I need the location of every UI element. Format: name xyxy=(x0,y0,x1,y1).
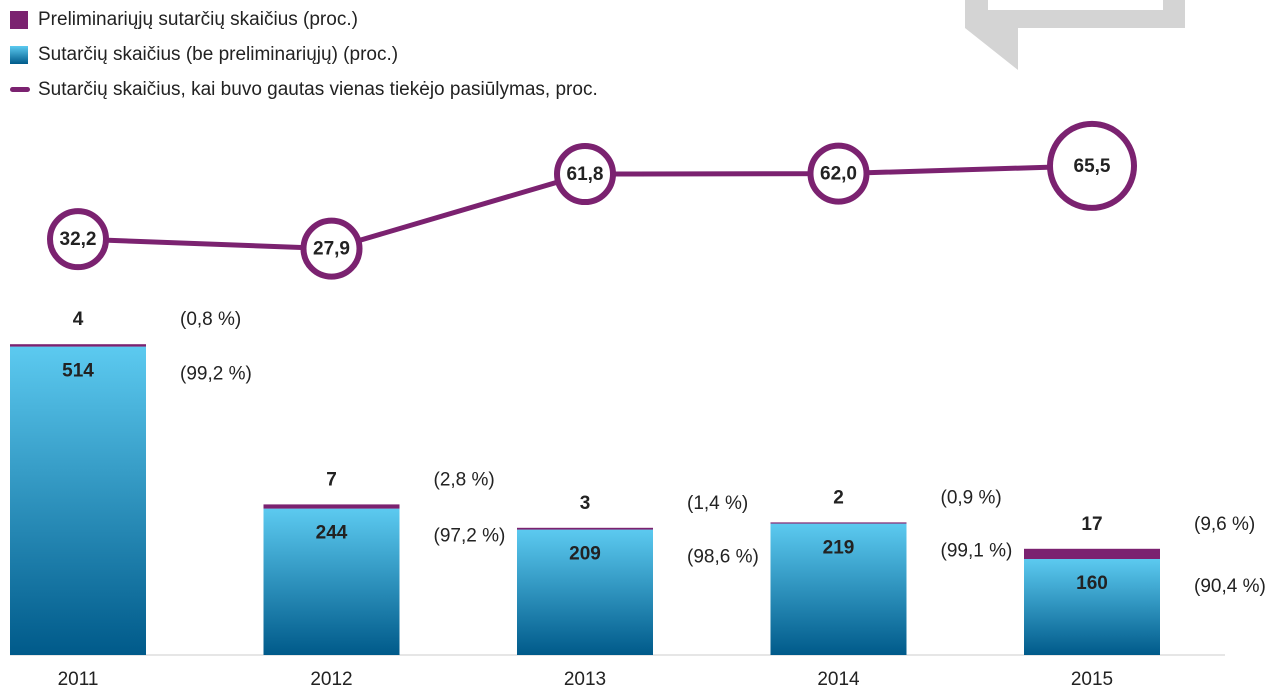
line-value-label: 62,0 xyxy=(820,164,857,185)
value-label: 514 xyxy=(62,361,94,382)
bar xyxy=(770,522,907,524)
bar xyxy=(1024,559,1160,655)
bar xyxy=(517,529,653,655)
value-label: 219 xyxy=(823,538,855,559)
value-label: 17 xyxy=(1081,514,1102,535)
percent-label: (9,6 %) xyxy=(1194,514,1255,535)
x-tick-label: 2014 xyxy=(817,669,860,690)
percent-label: (97,2 %) xyxy=(434,526,506,547)
value-label: 160 xyxy=(1076,573,1108,594)
legend-swatch xyxy=(10,46,28,64)
decoration xyxy=(965,0,1185,70)
percent-label: (2,8 %) xyxy=(434,469,495,490)
line-marker xyxy=(47,208,109,271)
bar xyxy=(770,523,907,655)
x-tick-label: 2015 xyxy=(1071,669,1113,690)
percent-label: (0,9 %) xyxy=(941,487,1002,508)
bar xyxy=(517,527,653,530)
bar xyxy=(263,504,400,509)
line-value-label: 27,9 xyxy=(313,239,350,260)
legend-label: Sutarčių skaičius (be preliminariųjų) (p… xyxy=(38,44,398,65)
line-marker xyxy=(554,143,616,206)
legend-swatch xyxy=(10,11,28,29)
line-marker xyxy=(1047,120,1137,211)
percent-label: (99,2 %) xyxy=(180,364,252,385)
value-label: 4 xyxy=(73,309,84,330)
bar xyxy=(263,508,400,655)
line-value-label: 65,5 xyxy=(1074,156,1111,177)
percent-label: (1,4 %) xyxy=(687,493,748,514)
legend-label: Sutarčių skaičius, kai buvo gautas viena… xyxy=(38,79,598,100)
percent-label: (98,6 %) xyxy=(687,547,759,568)
percent-label: (0,8 %) xyxy=(180,309,241,330)
line-value-label: 32,2 xyxy=(60,229,97,250)
bar xyxy=(10,346,146,655)
bar xyxy=(1024,548,1160,559)
legend-label: Preliminariųjų sutarčių skaičius (proc.) xyxy=(38,9,358,30)
value-label: 3 xyxy=(580,493,591,514)
value-label: 2 xyxy=(833,487,844,508)
x-tick-label: 2013 xyxy=(564,669,606,690)
percent-label: (90,4 %) xyxy=(1194,576,1266,597)
bar xyxy=(10,344,146,347)
x-tick-label: 2011 xyxy=(58,669,99,690)
line-value-label: 61,8 xyxy=(567,164,604,185)
line-marker xyxy=(300,217,363,280)
legend-line xyxy=(10,87,30,92)
value-label: 209 xyxy=(569,544,601,565)
percent-label: (99,1 %) xyxy=(941,541,1013,562)
value-label: 244 xyxy=(316,523,348,544)
x-tick-label: 2012 xyxy=(310,669,352,690)
line-marker xyxy=(807,142,870,205)
value-label: 7 xyxy=(326,469,337,490)
